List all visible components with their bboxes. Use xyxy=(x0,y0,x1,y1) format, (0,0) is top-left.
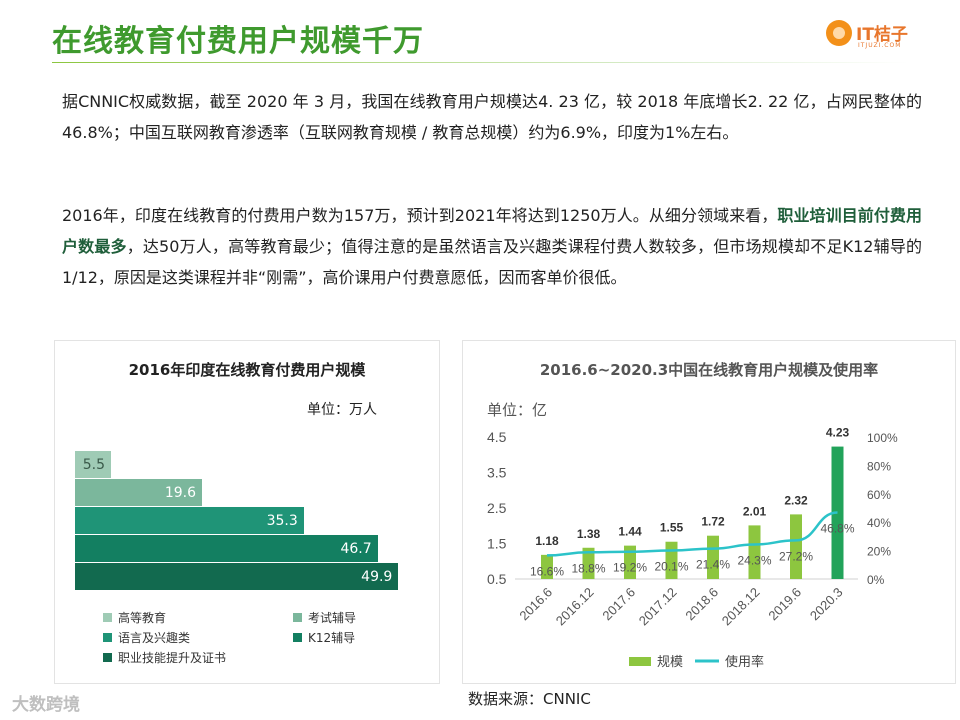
scale-bar-label-3: 1.55 xyxy=(660,521,684,535)
india-legend-swatch-3 xyxy=(293,633,302,642)
logo-text: IT桔子 xyxy=(856,25,908,45)
scale-bar-label-0: 1.18 xyxy=(535,534,559,548)
paragraph-1: 据CNNIC权威数据，截至 2020 年 3 月，我国在线教育用户规模达4. 2… xyxy=(62,92,922,142)
india-bar-4: 49.9 xyxy=(75,563,399,590)
india-legend-item-4: 职业技能提升及证书 xyxy=(103,649,226,666)
right-tick-5: 100% xyxy=(867,431,898,445)
usage-rate-label-2: 19.2% xyxy=(613,561,647,575)
india-bar-label-4: 49.9 xyxy=(361,568,393,585)
x-tick-0: 2016.6 xyxy=(516,585,555,624)
left-tick-3: 3.5 xyxy=(487,465,507,481)
india-legend-item-2: 语言及兴趣类 xyxy=(103,629,190,646)
left-tick-1: 1.5 xyxy=(487,536,507,552)
china-combo-chart: 0.5 1.5 2.5 3.5 4.5 0% 20% 40% 60% 80% 100% 1.18 1.3… xyxy=(487,426,898,669)
left-tick-2: 2.5 xyxy=(487,500,507,516)
logo-subtext: ITJUZI.COM xyxy=(858,42,902,49)
china-chart-title: 2016.6~2020.3中国在线教育用户规模及使用率 xyxy=(539,361,879,379)
right-tick-0: 0% xyxy=(867,573,885,587)
india-legend-swatch-4 xyxy=(103,653,112,662)
usage-rate-label-5: 24.3% xyxy=(737,553,771,567)
paragraph-2-highlight: 职业培训目前付费用户数最多 xyxy=(62,206,922,256)
paragraph-2-text-b: ，达50万人，高等教育最少；值得注意的是虽然语言及兴趣类课程付费人数较多，但市场… xyxy=(62,237,922,287)
india-legend-label-0: 高等教育 xyxy=(118,611,167,625)
india-bar-1: 19.6 xyxy=(75,479,202,506)
india-legend-label-1: 考试辅导 xyxy=(308,611,357,625)
legend-label-scale: 规模 xyxy=(657,654,683,669)
x-tick-4: 2018.6 xyxy=(682,585,721,624)
source-note: 数据来源：CNNIC xyxy=(468,690,591,708)
x-tick-2: 2017.6 xyxy=(599,585,638,624)
x-tick-5: 2018.12 xyxy=(719,585,763,629)
right-tick-4: 80% xyxy=(867,459,891,473)
scale-bar-0 xyxy=(541,554,553,579)
india-bar-3: 46.7 xyxy=(75,535,378,562)
usage-rate-line xyxy=(546,511,838,557)
china-chart-panel: 2016.6~2020.3中国在线教育用户规模及使用率 单位：亿 0.5 1.5 2… xyxy=(462,340,956,684)
orange-icon xyxy=(826,20,852,46)
india-legend-label-3: K12辅导 xyxy=(308,631,356,645)
scale-bar-label-7: 4.23 xyxy=(826,426,850,440)
legend-swatch-scale xyxy=(629,657,651,666)
scale-bar-label-4: 1.72 xyxy=(701,515,725,529)
x-tick-7: 2020.3 xyxy=(807,585,846,624)
usage-rate-label-3: 20.1% xyxy=(654,559,688,573)
right-tick-2: 40% xyxy=(867,516,891,530)
right-tick-1: 20% xyxy=(867,545,891,559)
left-tick-4: 4.5 xyxy=(487,429,507,445)
india-bar-2: 35.3 xyxy=(75,507,304,534)
x-tick-1: 2016.12 xyxy=(553,585,597,629)
india-legend-swatch-2 xyxy=(103,633,112,642)
scale-bar-label-1: 1.38 xyxy=(577,527,601,541)
scale-bar-label-2: 1.44 xyxy=(618,525,642,539)
india-chart-title: 2016年印度在线教育付费用户规模 xyxy=(128,361,366,379)
india-bar-label-2: 35.3 xyxy=(266,512,298,529)
brand-logo: IT桔子 ITJUZI.COM xyxy=(826,18,922,56)
india-bar-label-1: 19.6 xyxy=(164,484,196,501)
india-bar-label-3: 46.7 xyxy=(340,540,372,557)
india-chart-panel: 2016年印度在线教育付费用户规模 单位：万人 5.5 19.6 35.3 46.7 4… xyxy=(54,340,440,684)
usage-rate-label-4: 21.4% xyxy=(696,558,730,572)
india-bar-label-0: 5.5 xyxy=(82,456,105,473)
scale-bar-1 xyxy=(582,547,595,579)
china-chart-unit: 单位：亿 xyxy=(487,401,548,419)
india-bar-0: 5.5 xyxy=(75,451,111,478)
india-chart-unit: 单位：万人 xyxy=(307,402,377,418)
india-legend-item-3: K12辅导 xyxy=(293,629,355,646)
left-tick-0: 0.5 xyxy=(487,571,507,587)
scale-bar-2 xyxy=(624,545,636,579)
usage-rate-label-0: 16.6% xyxy=(530,564,564,578)
india-legend-swatch-1 xyxy=(293,613,302,622)
scale-bar-4 xyxy=(707,535,719,579)
x-tick-3: 2017.12 xyxy=(636,585,680,629)
paragraph-2-text-a: 2016年，印度在线教育的付费用户数为157万，预计到2021年将达到1250万… xyxy=(62,206,778,225)
usage-rate-label-6: 27.2% xyxy=(779,549,813,563)
title-underline xyxy=(52,62,908,63)
x-tick-6: 2019.6 xyxy=(765,585,804,624)
scale-bar-5 xyxy=(748,525,761,579)
watermark: 大数跨境 xyxy=(12,695,80,715)
scale-bar-6 xyxy=(790,514,802,579)
scale-bar-label-6: 2.32 xyxy=(784,493,808,507)
india-legend-swatch-0 xyxy=(103,613,112,622)
page-title: 在线教育付费用户规模千万 xyxy=(52,24,424,59)
india-legend-label-4: 职业技能提升及证书 xyxy=(118,651,227,665)
usage-rate-label-7: 46.8% xyxy=(820,522,854,536)
right-tick-3: 60% xyxy=(867,488,891,502)
usage-rate-label-1: 18.8% xyxy=(571,561,605,575)
scale-bar-label-5: 2.01 xyxy=(743,504,767,518)
legend-label-usage: 使用率 xyxy=(725,654,764,669)
india-legend-label-2: 语言及兴趣类 xyxy=(118,631,191,645)
india-legend-item-0: 高等教育 xyxy=(103,609,166,626)
india-legend-item-1: 考试辅导 xyxy=(293,609,356,626)
paragraph-2: 2016年，印度在线教育的付费用户数为157万，预计到2021年将达到1250万… xyxy=(62,200,922,293)
